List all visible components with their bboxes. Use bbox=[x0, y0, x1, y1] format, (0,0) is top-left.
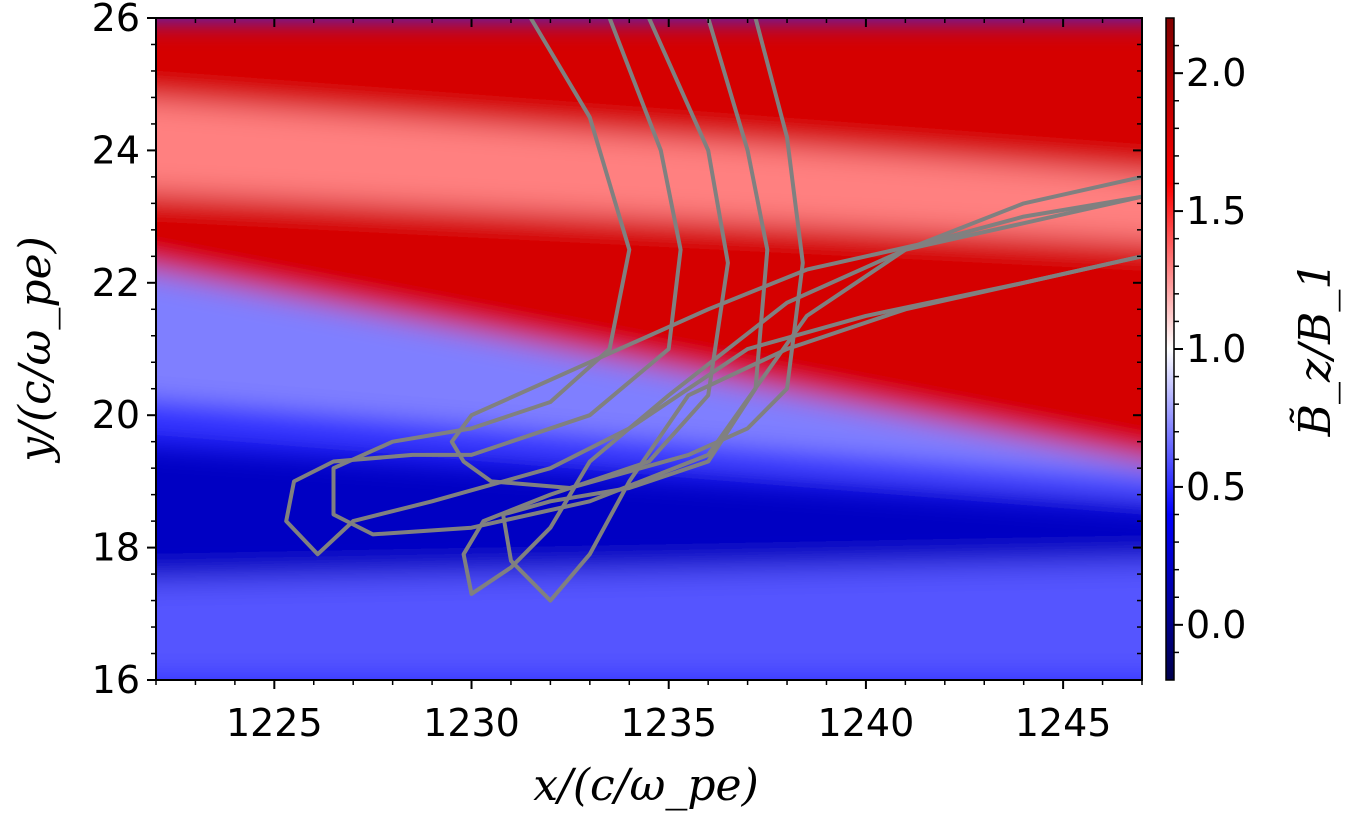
colorbar-tick-label: 0.5 bbox=[1186, 465, 1246, 509]
y-tick-label: 20 bbox=[92, 393, 140, 437]
trajectory-3 bbox=[461, 18, 1142, 596]
y-tick-label: 16 bbox=[92, 658, 140, 702]
colorbar: 0.0 0.5 1.0 1.5 2.0 bbox=[1165, 17, 1246, 681]
y-tick-label: 18 bbox=[92, 526, 140, 570]
x-tick-label: 1245 bbox=[1015, 701, 1112, 745]
x-tick-label: 1225 bbox=[226, 701, 323, 745]
field-region-4 bbox=[156, 444, 1142, 580]
plot-frame bbox=[155, 17, 1143, 681]
colorbar-tick-label: 0.0 bbox=[1186, 603, 1246, 647]
x-tick-label: 1235 bbox=[620, 701, 717, 745]
field-region-3 bbox=[156, 270, 1142, 485]
colorbar-tick-label: 2.0 bbox=[1186, 51, 1246, 95]
trajectory-4 bbox=[501, 18, 1142, 603]
axes: 1225 1230 1235 1240 1245 16 18 20 22 24 26 bbox=[92, 0, 1143, 745]
colorbar-tick-label: 1.0 bbox=[1186, 327, 1246, 371]
colorbar-tick-label: 1.5 bbox=[1186, 189, 1246, 233]
field-region-1 bbox=[156, 100, 1142, 242]
colorbar-label: B̃_z/B_1 bbox=[1288, 262, 1341, 438]
y-tick-label: 24 bbox=[92, 128, 140, 172]
trajectories bbox=[284, 18, 1142, 603]
x-tick-label: 1240 bbox=[818, 701, 915, 745]
plot-area bbox=[156, 18, 1142, 680]
field-region-5 bbox=[156, 561, 1142, 680]
field-region-0 bbox=[156, 18, 1142, 174]
y-axis-label: y/(c/ω_pe) bbox=[10, 236, 61, 464]
trajectory-2 bbox=[284, 18, 1142, 557]
y-tick-label: 26 bbox=[92, 0, 140, 40]
colorbar-gradient bbox=[1165, 17, 1175, 681]
x-tick-label: 1230 bbox=[423, 701, 520, 745]
y-tick-label: 22 bbox=[92, 261, 140, 305]
trajectory-1 bbox=[331, 18, 1142, 537]
trajectory-5 bbox=[449, 18, 1142, 490]
x-axis-label: x/(c/ω_pe) bbox=[533, 760, 759, 811]
